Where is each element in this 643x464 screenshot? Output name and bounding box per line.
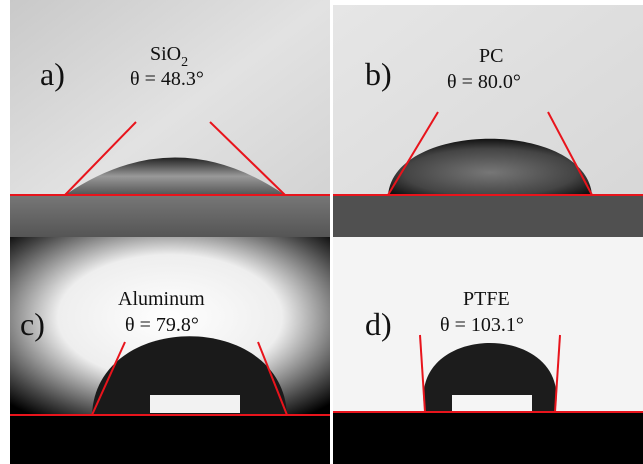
panel-label: b) <box>365 56 392 92</box>
panel-c: c) Aluminum θ = 79.8° <box>10 237 330 464</box>
material-name: SiO <box>150 43 181 65</box>
material: Aluminum <box>118 288 205 310</box>
page: {"panels": [ {"label": "a)", "material":… <box>0 0 643 464</box>
contact-angle: θ = 79.8° <box>125 314 199 336</box>
material: PTFE <box>463 288 510 310</box>
panel-label: a) <box>40 56 65 92</box>
contact-angle: θ = 48.3° <box>130 68 204 90</box>
material: PC <box>479 45 503 67</box>
contact-angle: θ = 80.0° <box>447 71 521 93</box>
figure: a) SiO2 θ = 48.3° b) PC θ = 80.0° c) Alu… <box>0 0 643 464</box>
contact-angle: θ = 103.1° <box>440 314 524 336</box>
panel-b: b) PC θ = 80.0° <box>333 5 643 237</box>
panel-label: c) <box>20 306 45 342</box>
panel-a: a) SiO2 θ = 48.3° <box>10 0 330 237</box>
panel-label: d) <box>365 306 392 342</box>
panel-d: d) PTFE θ = 103.1° <box>333 237 643 464</box>
